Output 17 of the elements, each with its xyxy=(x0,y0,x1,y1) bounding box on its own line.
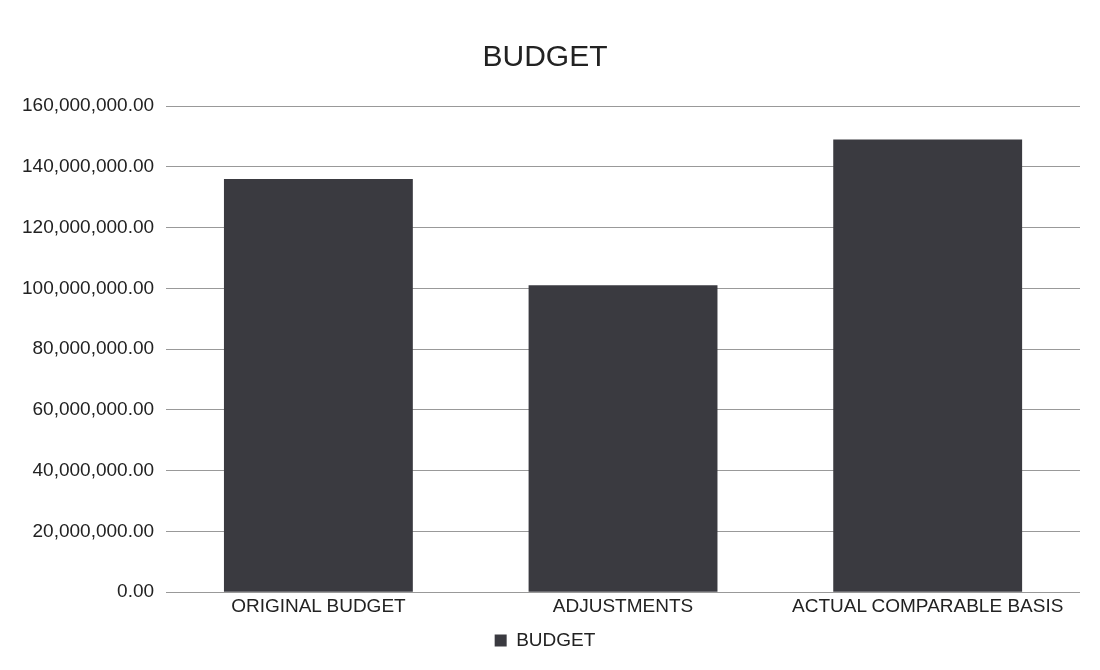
bar xyxy=(223,178,413,592)
legend-label: BUDGET xyxy=(516,628,596,650)
bar xyxy=(833,139,1023,592)
y-tick-label: 120,000,000.00 xyxy=(21,215,155,237)
y-tick-label: 60,000,000.00 xyxy=(32,398,155,420)
chart-title: BUDGET xyxy=(482,39,608,73)
bar xyxy=(528,285,718,592)
y-tick-label: 40,000,000.00 xyxy=(32,458,155,480)
y-tick-label: 100,000,000.00 xyxy=(21,276,155,298)
x-tick-label: ORIGINAL BUDGET xyxy=(231,594,407,616)
y-tick-label: 20,000,000.00 xyxy=(32,519,155,541)
x-tick-label: ACTUAL COMPARABLE BASIS xyxy=(792,594,1064,616)
y-tick-label: 0.00 xyxy=(117,580,155,602)
x-tick-label: ADJUSTMENTS xyxy=(552,594,694,616)
y-tick-label: 80,000,000.00 xyxy=(32,337,155,359)
y-tick-label: 160,000,000.00 xyxy=(21,94,155,116)
y-tick-label: 140,000,000.00 xyxy=(21,155,155,177)
